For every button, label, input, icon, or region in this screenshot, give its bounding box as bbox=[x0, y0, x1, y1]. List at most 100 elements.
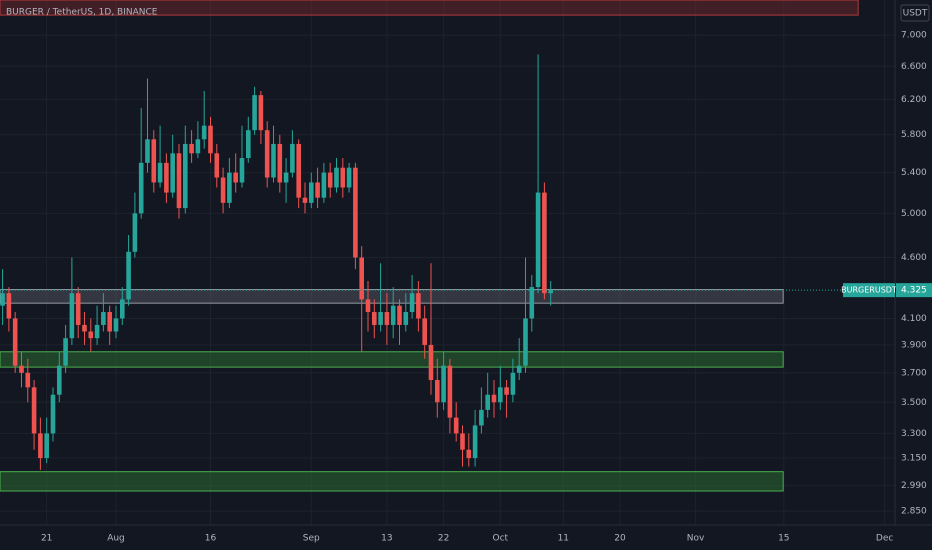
x-tick-label: Dec bbox=[876, 534, 893, 544]
candle-body bbox=[548, 290, 553, 294]
candle-body bbox=[302, 197, 308, 203]
currency-box[interactable] bbox=[900, 4, 930, 22]
candle-body bbox=[189, 143, 194, 154]
y-tick-label: 6.600 bbox=[901, 62, 927, 72]
candle-body bbox=[327, 172, 333, 188]
candle-body bbox=[227, 172, 232, 203]
candle-body bbox=[504, 387, 509, 395]
x-tick-label: 22 bbox=[438, 534, 449, 544]
y-tick-label: 7.000 bbox=[901, 31, 927, 41]
candle-body bbox=[138, 162, 144, 214]
x-tick-label: 13 bbox=[381, 534, 392, 544]
y-tick-label: 2.990 bbox=[901, 481, 927, 491]
price-axis bbox=[895, 0, 932, 550]
candle-body bbox=[378, 312, 383, 325]
candle-body bbox=[88, 331, 94, 339]
candle-body bbox=[409, 293, 415, 313]
candle-body bbox=[94, 324, 100, 339]
x-tick-label: Oct bbox=[493, 534, 509, 544]
candle-body bbox=[428, 344, 434, 381]
candle-body bbox=[170, 153, 175, 193]
y-tick-label: 5.000 bbox=[901, 209, 927, 219]
currency: USDT bbox=[903, 9, 928, 19]
candle-body bbox=[19, 365, 24, 373]
zone bbox=[0, 351, 784, 368]
candle-body bbox=[422, 318, 427, 345]
zone bbox=[0, 289, 784, 304]
candle-body bbox=[485, 394, 490, 410]
last-price-label: 4.325 bbox=[901, 286, 927, 296]
candle-body bbox=[390, 305, 396, 325]
candle-body bbox=[479, 409, 484, 426]
x-tick-label: 16 bbox=[205, 534, 217, 544]
candle-body bbox=[472, 425, 478, 459]
candle-body bbox=[510, 372, 516, 395]
candle-body bbox=[12, 318, 18, 366]
y-tick-label: 6.200 bbox=[901, 95, 927, 105]
candle-body bbox=[340, 167, 346, 188]
y-tick-label: 2.850 bbox=[901, 507, 927, 517]
candle-body bbox=[397, 305, 402, 325]
candle-body bbox=[277, 143, 283, 183]
candle-body bbox=[359, 257, 364, 300]
candle-body bbox=[208, 125, 213, 154]
last-price-box bbox=[896, 283, 932, 298]
x-tick-label: 20 bbox=[614, 534, 626, 544]
candle-body bbox=[107, 312, 112, 332]
y-tick-label: 3.300 bbox=[901, 429, 927, 439]
candle-body bbox=[63, 338, 68, 366]
y-tick-label: 3.700 bbox=[901, 368, 927, 378]
candle-body bbox=[31, 387, 37, 434]
y-tick-label: 4.600 bbox=[901, 253, 927, 263]
candle-body bbox=[535, 192, 541, 288]
candle-body bbox=[38, 433, 43, 459]
candle-body bbox=[491, 394, 497, 403]
candle-body bbox=[453, 417, 459, 434]
candle-body bbox=[365, 299, 371, 313]
candle-body bbox=[44, 433, 49, 459]
chart-title: BURGER / TetherUS, 1D, BINANCE bbox=[6, 8, 158, 18]
candle-body bbox=[308, 182, 314, 203]
candle-body bbox=[258, 95, 264, 131]
candle-body bbox=[346, 167, 352, 188]
candle-body bbox=[384, 312, 390, 325]
candle-body bbox=[466, 449, 472, 459]
candle-body bbox=[321, 172, 327, 198]
x-tick-label: 15 bbox=[778, 534, 789, 544]
candle-body bbox=[252, 95, 257, 131]
candle-body bbox=[271, 143, 276, 178]
candle-body bbox=[290, 143, 295, 173]
candle-body bbox=[542, 192, 547, 294]
candle-body bbox=[0, 293, 5, 306]
symbol-label-box bbox=[843, 283, 895, 298]
candle-body bbox=[50, 394, 56, 434]
candle-body bbox=[182, 143, 188, 209]
candle-body bbox=[145, 139, 150, 163]
candle-body bbox=[176, 153, 182, 209]
candle-body bbox=[523, 318, 528, 366]
candle-body bbox=[283, 172, 289, 183]
candle-body bbox=[164, 162, 169, 193]
candle-body bbox=[6, 293, 12, 319]
candle-body bbox=[353, 167, 358, 258]
x-tick-label: Aug bbox=[107, 534, 125, 544]
candle-body bbox=[69, 293, 75, 339]
zone bbox=[0, 471, 784, 492]
y-tick-label: 5.800 bbox=[901, 130, 927, 140]
x-tick-label: 21 bbox=[41, 534, 52, 544]
candle-body bbox=[434, 380, 440, 403]
candle-body bbox=[416, 293, 421, 319]
candle-body bbox=[119, 299, 125, 319]
x-tick-label: 11 bbox=[558, 534, 569, 544]
candle-body bbox=[529, 287, 535, 319]
x-tick-label: Sep bbox=[303, 534, 320, 544]
candle-body bbox=[157, 162, 163, 183]
candle-body bbox=[132, 213, 138, 252]
candle-body bbox=[220, 177, 226, 203]
candle-body bbox=[239, 158, 245, 183]
symbol-label: BURGERUSDT bbox=[841, 286, 897, 295]
candle-body bbox=[82, 324, 87, 332]
candle-body bbox=[497, 387, 503, 403]
candle-body bbox=[516, 365, 522, 373]
